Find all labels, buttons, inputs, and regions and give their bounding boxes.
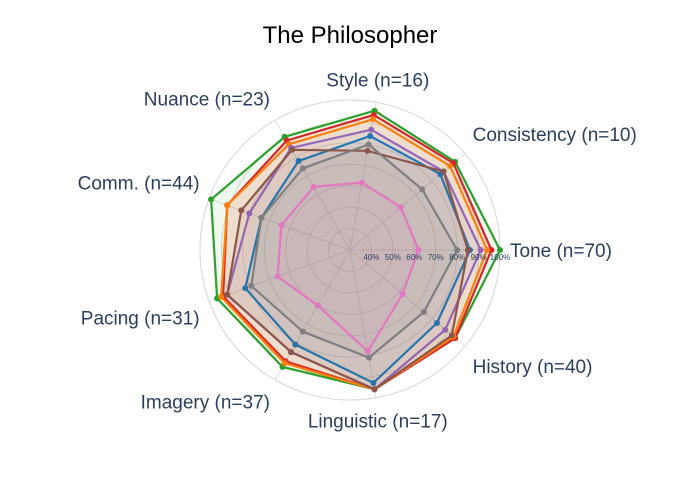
axis-label: Pacing (n=31) bbox=[81, 309, 200, 330]
axis-label: Style (n=16) bbox=[326, 70, 429, 91]
axis-spoke bbox=[349, 249, 377, 398]
radial-tick-label: 70% bbox=[428, 253, 444, 262]
data-point bbox=[274, 273, 281, 280]
data-point bbox=[448, 332, 455, 339]
series-line bbox=[250, 143, 459, 359]
axis-label: Comm. (n=44) bbox=[78, 173, 200, 194]
radial-tick-label: 100% bbox=[490, 253, 510, 262]
data-point bbox=[484, 247, 491, 253]
series-line bbox=[226, 128, 482, 391]
axis-label: History (n=40) bbox=[473, 357, 593, 378]
radial-tick-label: 80% bbox=[449, 253, 465, 262]
data-point bbox=[370, 379, 377, 386]
data-point bbox=[314, 302, 321, 309]
data-point bbox=[367, 133, 374, 140]
data-point bbox=[442, 326, 449, 333]
data-point bbox=[477, 247, 484, 253]
data-point bbox=[419, 186, 426, 193]
axis-label: Linguistic (n=17) bbox=[308, 412, 448, 433]
axis-label: Consistency (n=10) bbox=[473, 125, 637, 146]
data-point bbox=[299, 165, 306, 172]
data-point bbox=[370, 116, 377, 123]
data-point bbox=[371, 386, 378, 393]
data-point bbox=[365, 141, 372, 148]
axis-label: Imagery (n=37) bbox=[141, 393, 270, 414]
data-point bbox=[246, 210, 253, 217]
data-point bbox=[292, 341, 299, 348]
series-7 bbox=[248, 141, 461, 361]
data-point bbox=[368, 126, 375, 133]
data-point bbox=[224, 202, 231, 209]
data-point bbox=[288, 349, 295, 356]
data-point bbox=[415, 247, 422, 253]
data-point bbox=[364, 348, 371, 355]
data-point bbox=[224, 291, 231, 298]
data-point bbox=[358, 179, 365, 186]
data-point bbox=[218, 293, 225, 300]
series-line bbox=[276, 181, 420, 353]
data-point bbox=[420, 308, 427, 315]
data-point bbox=[434, 320, 441, 327]
data-point bbox=[364, 147, 371, 154]
axis-spoke bbox=[274, 249, 351, 381]
radial-tick-label: 60% bbox=[406, 253, 422, 262]
series-6 bbox=[224, 146, 471, 393]
data-point bbox=[248, 282, 255, 289]
radial-tick-labels: 40% 50% 60% 70% 80% 90% 100% bbox=[363, 253, 510, 262]
axis-label: Nuance (n=23) bbox=[144, 89, 270, 110]
data-point bbox=[397, 204, 404, 211]
data-point bbox=[310, 183, 317, 190]
data-point bbox=[281, 360, 288, 367]
data-point bbox=[299, 328, 306, 335]
series-line bbox=[226, 148, 469, 391]
radial-tick-label: 50% bbox=[385, 253, 401, 262]
data-point bbox=[278, 222, 285, 229]
data-point bbox=[258, 214, 265, 221]
series-layer bbox=[208, 107, 503, 393]
axis-label: Tone (n=70) bbox=[510, 241, 612, 262]
data-point bbox=[238, 207, 245, 214]
data-point bbox=[464, 247, 471, 253]
data-point bbox=[447, 162, 454, 169]
data-point bbox=[289, 146, 296, 153]
radial-tick-label: 90% bbox=[471, 253, 487, 262]
data-point bbox=[242, 285, 249, 292]
radial-tick-label: 40% bbox=[363, 253, 379, 262]
data-point bbox=[295, 157, 302, 164]
data-point bbox=[208, 196, 215, 203]
angular-axis-labels: Tone (n=70) Consistency (n=10) Style (n=16… bbox=[78, 70, 637, 432]
data-point bbox=[399, 291, 406, 298]
data-point bbox=[488, 247, 495, 253]
chart-title: The Philosopher bbox=[263, 22, 438, 49]
data-point bbox=[454, 247, 461, 253]
data-point bbox=[440, 168, 447, 175]
series-8 bbox=[274, 179, 422, 355]
data-point bbox=[365, 354, 372, 361]
data-point bbox=[497, 247, 503, 253]
